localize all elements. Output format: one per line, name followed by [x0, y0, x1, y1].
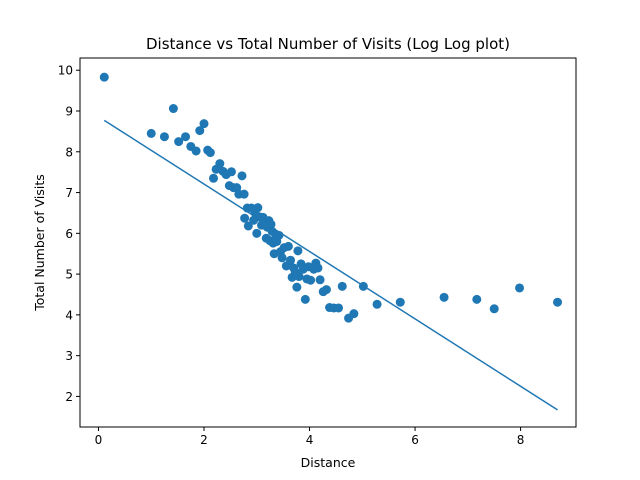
- y-axis-label: Total Number of Visits: [32, 174, 47, 312]
- data-point: [515, 283, 525, 293]
- data-point: [239, 189, 249, 199]
- data-point: [168, 104, 178, 114]
- data-point: [208, 173, 218, 183]
- y-tick-label: 10: [58, 64, 73, 78]
- y-tick-label: 2: [65, 390, 73, 404]
- x-tick-label: 2: [200, 433, 208, 447]
- data-point: [300, 294, 310, 304]
- data-point: [337, 281, 347, 291]
- data-point: [205, 148, 215, 158]
- data-point: [334, 303, 344, 313]
- data-point: [395, 297, 405, 307]
- data-point: [292, 282, 302, 292]
- y-tick-label: 8: [65, 145, 73, 159]
- data-point: [293, 246, 303, 256]
- chart-title: Distance vs Total Number of Visits (Log …: [146, 35, 510, 53]
- y-tick-label: 3: [65, 349, 73, 363]
- data-point: [274, 230, 284, 240]
- data-point: [358, 281, 368, 291]
- data-point: [146, 128, 156, 138]
- y-tick-label: 9: [65, 105, 73, 119]
- data-point: [99, 72, 109, 82]
- data-point: [191, 146, 201, 156]
- data-point: [266, 219, 276, 229]
- data-point: [439, 292, 449, 302]
- data-point: [195, 126, 205, 136]
- data-point: [240, 213, 250, 223]
- x-tick-label: 6: [411, 433, 419, 447]
- data-point: [321, 285, 331, 295]
- data-point: [472, 294, 482, 304]
- data-point: [253, 203, 263, 213]
- y-tick-label: 4: [65, 308, 73, 322]
- data-point: [226, 167, 236, 177]
- y-tick-label: 7: [65, 186, 73, 200]
- data-point: [174, 137, 184, 147]
- plot-area: [99, 72, 563, 411]
- data-point: [277, 253, 287, 263]
- data-point: [349, 309, 359, 319]
- data-point: [237, 171, 247, 181]
- data-point: [215, 159, 225, 169]
- data-point: [315, 275, 325, 285]
- data-point: [159, 132, 169, 142]
- data-point: [283, 241, 293, 251]
- x-tick-label: 0: [95, 433, 103, 447]
- data-point: [252, 228, 262, 238]
- x-tick-label: 8: [517, 433, 525, 447]
- data-point: [372, 299, 382, 309]
- y-tick-label: 6: [65, 227, 73, 241]
- data-point: [294, 272, 304, 282]
- data-point: [306, 275, 316, 285]
- y-tick-label: 5: [65, 268, 73, 282]
- data-point: [181, 132, 191, 142]
- data-point: [286, 255, 296, 265]
- data-point: [553, 297, 563, 307]
- x-axis-label: Distance: [301, 455, 356, 470]
- data-point: [199, 119, 209, 129]
- data-point: [243, 221, 253, 231]
- plot-frame: [79, 57, 577, 428]
- regression-line: [103, 119, 558, 411]
- axis-ticks: 0 2 4 6 8 2 3 4 5 6 7 8 9 10: [58, 64, 525, 447]
- data-point: [313, 263, 323, 273]
- x-tick-label: 4: [306, 433, 314, 447]
- data-point: [489, 304, 499, 314]
